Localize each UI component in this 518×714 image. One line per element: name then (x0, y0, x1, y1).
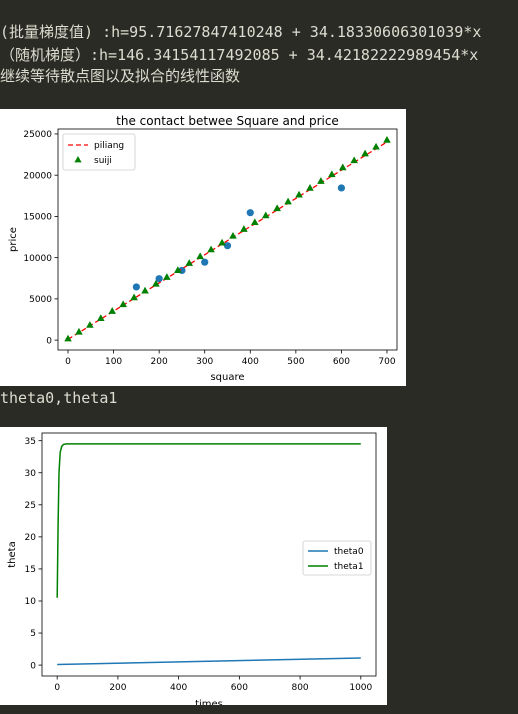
legend-suiji-label: suiji (94, 156, 112, 166)
suiji-marker (174, 266, 182, 274)
suiji-marker (141, 286, 149, 294)
suiji-marker (317, 177, 325, 184)
suiji-marker (108, 307, 117, 314)
y-tick-label: 0 (46, 336, 52, 346)
legend-box (62, 133, 136, 171)
suiji-marker (75, 327, 83, 335)
legend-theta1-label: theta1 (334, 562, 364, 572)
output-line-4: theta0,theta1 (0, 389, 118, 407)
legend-piliang-label: piliang (94, 141, 124, 151)
y-tick-label: 5 (30, 629, 36, 639)
suiji-marker (130, 293, 138, 301)
theta-chart: 0 200 400 600 800 1000 0 5 10 15 20 25 30 35 times thet… (7, 432, 377, 710)
data-point (337, 184, 346, 192)
suiji-marker (97, 314, 105, 321)
x-axis-label: square (210, 372, 244, 383)
suiji-marker (372, 142, 380, 150)
data-point (201, 258, 209, 266)
theta0-line (57, 657, 361, 666)
y-tick-label: 35 (25, 437, 36, 447)
y-axis-label: price (8, 227, 19, 252)
x-tick-label: 600 (231, 683, 248, 693)
y-tick-label: 15 (25, 565, 36, 575)
suiji-marker (251, 218, 259, 226)
plot-frame (41, 432, 377, 677)
plot-frame (57, 128, 398, 351)
y-tick-label: 20 (25, 533, 37, 543)
suiji-marker (207, 245, 215, 253)
data-point (246, 209, 254, 217)
suiji-marker (261, 211, 270, 219)
y-axis-label: theta (7, 541, 18, 567)
x-tick-label: 100 (105, 357, 122, 367)
theta-figure: 0 200 400 600 800 1000 0 5 10 15 20 25 30 35 times thet… (0, 427, 387, 710)
x-tick-label: 200 (109, 683, 126, 693)
y-tick-label: 20000 (23, 171, 52, 181)
chart-title: the contact betwee Square and price (116, 114, 339, 128)
legend-suiji-swatch (74, 156, 82, 163)
output-line-1: (批量梯度值) :h=95.71627847410248 + 34.183306… (0, 23, 482, 41)
x-axis-label: times (195, 699, 223, 705)
suiji-marker (350, 156, 358, 164)
piliang-line (67, 141, 388, 340)
data-point (132, 283, 140, 291)
x-tick-label: 400 (242, 357, 259, 367)
data-point (223, 242, 232, 250)
suiji-marker (229, 231, 237, 239)
suiji-marker (328, 170, 336, 178)
x-tick-label: 1000 (349, 683, 372, 693)
scatter-chart: 0 100 200 300 400 500 600 700 0 5000 10000 15000 200… (8, 114, 398, 383)
x-tick-label: 200 (151, 357, 168, 367)
y-tick-label: 25 (25, 501, 36, 511)
x-tick-label: 500 (287, 357, 304, 367)
data-point (155, 275, 163, 283)
suiji-marker (295, 190, 303, 198)
legend-theta0-label: theta0 (334, 547, 364, 557)
theta1-line (56, 443, 361, 598)
y-tick-label: 25000 (23, 130, 52, 140)
suiji-marker (163, 273, 171, 280)
suiji-marker (273, 204, 281, 212)
suiji-marker (196, 252, 204, 260)
y-tick-label: 0 (30, 661, 36, 671)
y-tick-label: 10 (25, 597, 37, 607)
x-tick-label: 800 (291, 683, 308, 693)
y-tick-label: 30 (25, 469, 37, 479)
x-tick-label: 700 (378, 357, 395, 367)
suiji-marker (64, 334, 72, 342)
suiji-marker (185, 259, 194, 266)
suiji-marker (86, 321, 94, 328)
suiji-marker (218, 238, 226, 246)
y-tick-label: 5000 (29, 295, 52, 305)
x-tick-label: 0 (65, 357, 71, 367)
suiji-marker (240, 225, 248, 232)
suiji-marker (119, 300, 127, 308)
y-tick-label: 15000 (23, 213, 52, 223)
x-tick-label: 600 (333, 357, 350, 367)
suiji-marker (284, 197, 292, 205)
x-tick-label: 0 (54, 683, 60, 693)
suiji-marker (361, 149, 369, 157)
suiji-marker (152, 279, 160, 287)
output-line-2: （随机梯度）:h=146.34154117492085 + 34.4218222… (0, 46, 479, 64)
x-tick-label: 300 (196, 357, 213, 367)
suiji-marker (338, 163, 347, 171)
y-tick-label: 10000 (23, 254, 52, 264)
output-line-3: 继续等待散点图以及拟合的线性函数 (0, 67, 241, 85)
x-tick-label: 400 (170, 683, 187, 693)
scatter-figure: 0 100 200 300 400 500 600 700 0 5000 10000 15000 200… (0, 109, 406, 386)
suiji-marker (383, 136, 391, 143)
suiji-marker (306, 183, 314, 191)
